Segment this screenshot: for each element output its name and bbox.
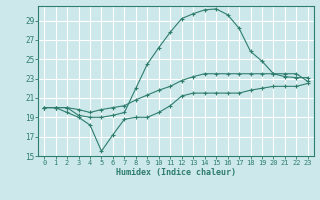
X-axis label: Humidex (Indice chaleur): Humidex (Indice chaleur) — [116, 168, 236, 177]
